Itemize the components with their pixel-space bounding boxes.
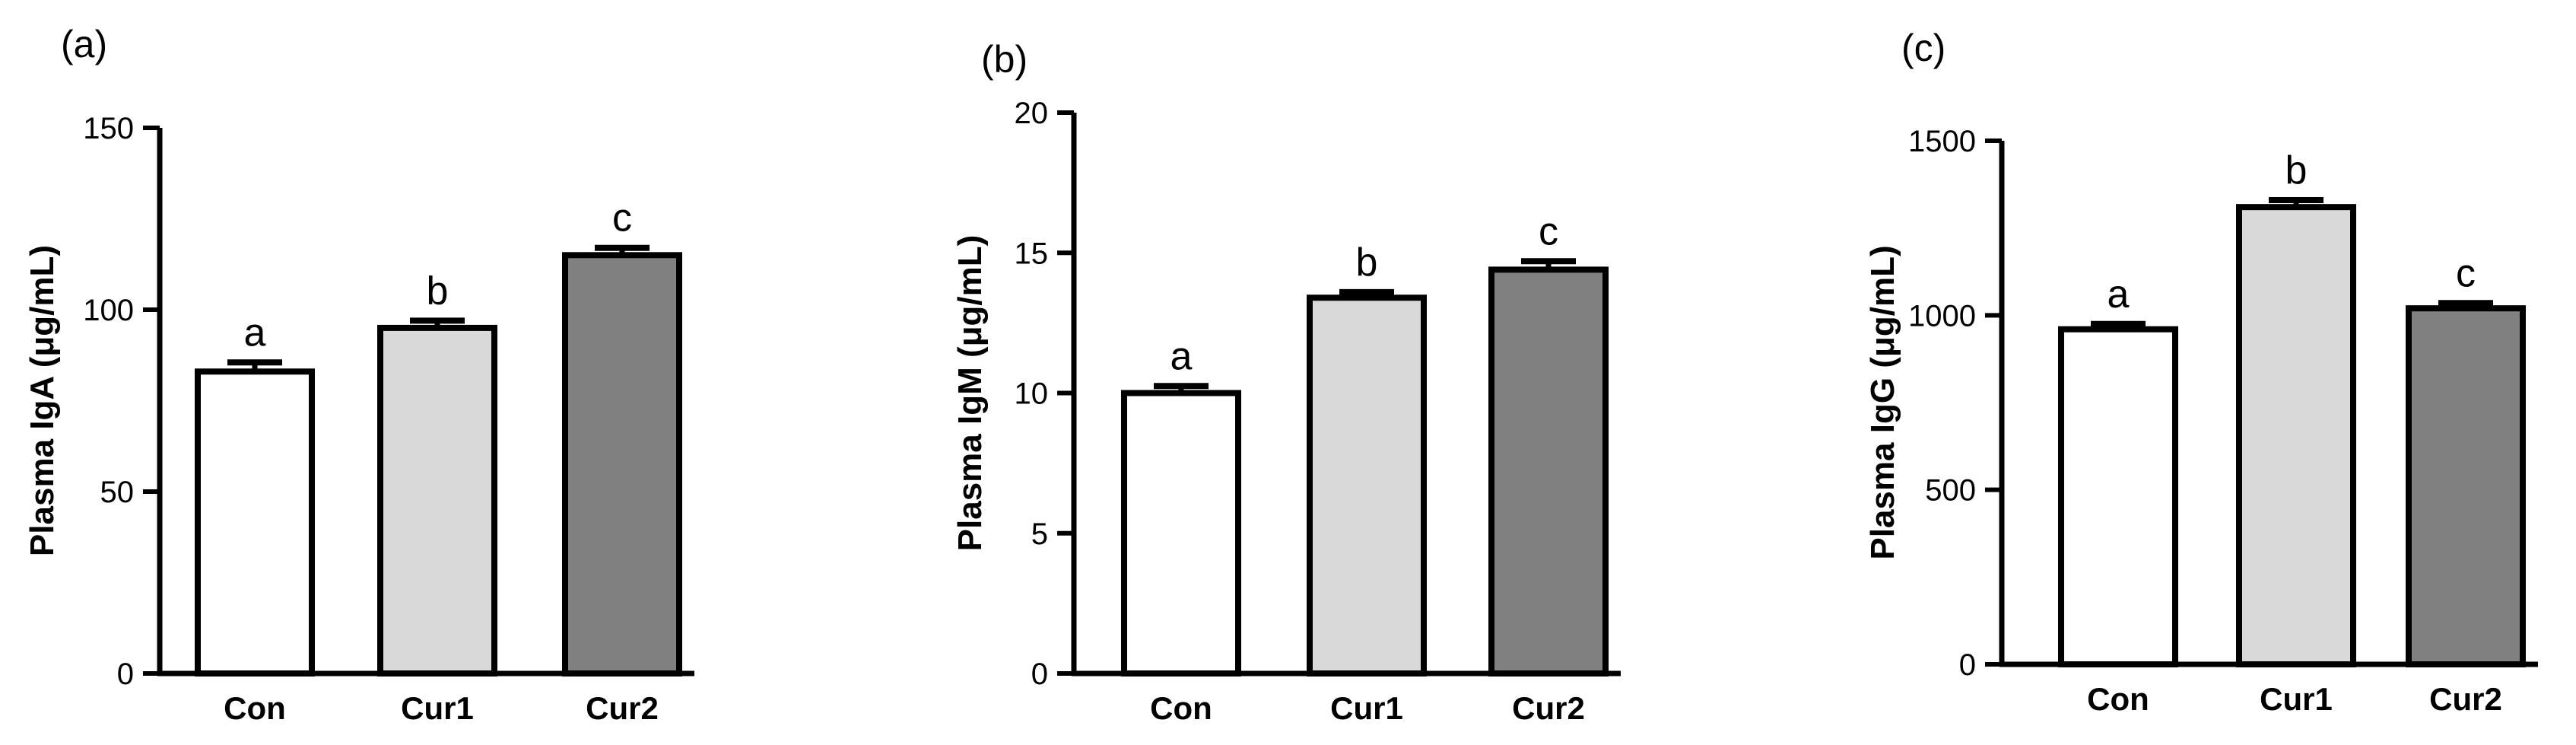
x-tick-label: Con — [224, 690, 286, 726]
significance-letter: b — [2285, 148, 2308, 193]
significance-letter: c — [2456, 251, 2476, 295]
y-axis-title: Plasma IgG (μg/mL) — [1864, 245, 1901, 559]
bar-con — [195, 368, 315, 677]
bar-cur2 — [562, 252, 682, 677]
bar-cur1 — [2236, 204, 2356, 667]
y-tick-label: 5 — [1031, 517, 1048, 551]
significance-letter: b — [1356, 240, 1378, 285]
x-tick-label: Cur1 — [1330, 690, 1403, 726]
x-tick-label: Cur2 — [2429, 681, 2502, 717]
bar-con — [2058, 326, 2178, 667]
x-tick-label: Cur1 — [401, 690, 474, 726]
y-tick-label: 10 — [1015, 377, 1049, 411]
y-tick-label: 0 — [1959, 648, 1976, 682]
x-tick-label: Cur2 — [586, 690, 659, 726]
y-tick-label: 1500 — [1908, 125, 1976, 158]
x-tick-label: Con — [2087, 681, 2149, 717]
significance-letter: a — [244, 310, 266, 355]
y-axis-title: Plasma IgA (μg/mL) — [24, 245, 61, 556]
y-tick-label: 150 — [83, 112, 134, 145]
y-tick-label: 15 — [1015, 237, 1049, 270]
x-tick-label: Cur2 — [1512, 690, 1585, 726]
significance-letter: c — [1539, 209, 1558, 253]
bar-cur1 — [377, 324, 497, 677]
y-tick-label: 20 — [1015, 97, 1049, 130]
panel-label: (b) — [981, 38, 1028, 81]
bar-cur1 — [1307, 294, 1427, 677]
y-tick-label: 50 — [100, 476, 135, 509]
panel-c: (c) Plasma IgG (μg/mL) a Con b Cur1 c Cur2 0 500 1… — [1864, 27, 2538, 717]
bar-con — [1121, 390, 1241, 677]
y-tick-label: 100 — [83, 294, 134, 327]
panel-label: (a) — [61, 23, 107, 65]
bar-cur2 — [1488, 266, 1609, 677]
y-tick-label: 0 — [1031, 657, 1048, 691]
y-tick-label: 0 — [117, 657, 134, 691]
y-tick-label: 500 — [1925, 474, 1976, 508]
x-tick-label: Cur1 — [2260, 681, 2333, 717]
significance-letter: a — [1170, 334, 1193, 378]
panel-b: (b) Plasma IgM (μg/mL) a Con b Cur1 c Cur2 0 5 10 1… — [951, 38, 1621, 726]
bar-cur2 — [2406, 305, 2526, 667]
panel-a: (a) Plasma IgA (μg/mL) a Con b Cur1 c Cur2 0 50 10… — [24, 23, 694, 726]
significance-letter: b — [427, 269, 449, 313]
x-tick-label: Con — [1150, 690, 1212, 726]
y-axis-title: Plasma IgM (μg/mL) — [951, 235, 989, 552]
significance-letter: c — [612, 196, 632, 240]
y-tick-label: 1000 — [1908, 299, 1976, 333]
significance-letter: a — [2107, 272, 2130, 317]
panel-label: (c) — [1901, 27, 1945, 69]
